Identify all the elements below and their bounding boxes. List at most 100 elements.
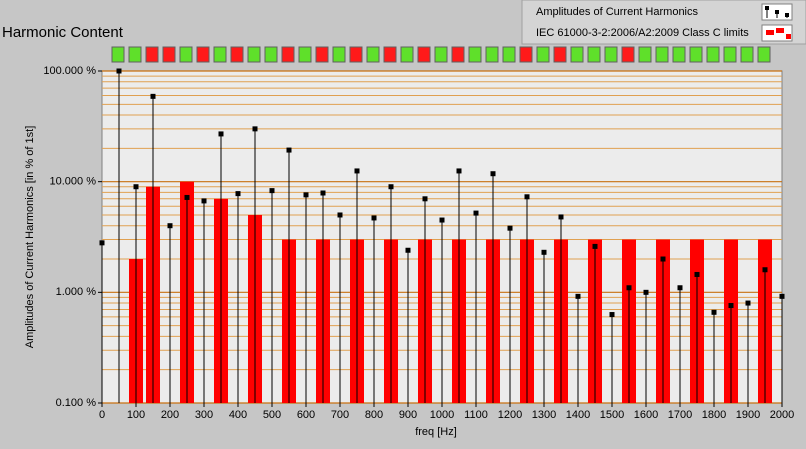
indicator (655, 46, 669, 63)
indicator (349, 46, 363, 63)
indicator (672, 46, 686, 63)
indicator (638, 46, 652, 63)
indicator (536, 46, 550, 63)
legend-swatch (775, 10, 779, 14)
stem-marker (218, 131, 224, 137)
indicator (502, 46, 516, 63)
y-tick-label: 100.000 % (43, 65, 96, 77)
stem-marker (116, 68, 122, 74)
stem-marker (303, 192, 309, 198)
stem-marker (728, 303, 734, 309)
x-tick-label: 600 (297, 409, 315, 421)
stem-marker (235, 191, 241, 197)
stem-marker (184, 194, 190, 200)
indicator (417, 46, 431, 63)
indicator (400, 46, 414, 63)
x-tick-label: 100 (127, 409, 145, 421)
stem-marker (558, 214, 564, 220)
x-tick-label: 1100 (464, 409, 488, 421)
stem-marker (660, 256, 666, 262)
y-tick-label: 1.000 % (56, 286, 97, 298)
stem-marker (541, 249, 547, 255)
x-tick-label: 1500 (600, 409, 624, 421)
stem-marker (677, 285, 683, 291)
x-tick-label: 1600 (634, 409, 658, 421)
stem-marker (405, 247, 411, 253)
indicator (145, 46, 159, 63)
stem-marker (422, 196, 428, 202)
indicator (264, 46, 278, 63)
stem-marker (167, 223, 173, 229)
x-tick-label: 300 (195, 409, 213, 421)
x-tick-label: 2000 (770, 409, 794, 421)
indicator (706, 46, 720, 63)
indicator (485, 46, 499, 63)
indicator (604, 46, 618, 63)
x-tick-label: 1000 (430, 409, 454, 421)
chart-title: Harmonic Content (2, 24, 124, 41)
x-axis-label: freq [Hz] (415, 426, 457, 438)
indicator (468, 46, 482, 63)
indicator (587, 46, 601, 63)
indicator (230, 46, 244, 63)
indicator (247, 46, 261, 63)
stem-marker (745, 300, 751, 306)
indicator (451, 46, 465, 63)
x-tick-label: 0 (99, 409, 105, 421)
stem-marker (626, 285, 632, 291)
x-tick-label: 900 (399, 409, 417, 421)
indicator (383, 46, 397, 63)
indicator (111, 46, 125, 63)
indicator (723, 46, 737, 63)
legend-swatch (766, 30, 774, 35)
stem-marker (354, 168, 360, 174)
x-tick-label: 400 (229, 409, 247, 421)
x-tick-label: 1800 (702, 409, 726, 421)
stem-marker (150, 93, 156, 99)
x-tick-label: 1700 (668, 409, 692, 421)
stem-marker (473, 210, 479, 216)
indicator (332, 46, 346, 63)
legend-swatch (786, 34, 791, 39)
stem-marker (490, 171, 496, 177)
stem-marker (337, 212, 343, 218)
indicator (519, 46, 533, 63)
indicator (740, 46, 754, 63)
stem-marker (643, 289, 649, 295)
legend-label: IEC 61000-3-2:2006/A2:2009 Class C limit… (536, 27, 749, 39)
indicator (434, 46, 448, 63)
indicator (281, 46, 295, 63)
stem-marker (779, 293, 785, 299)
stem-marker (439, 217, 445, 223)
stem-marker (711, 309, 717, 315)
x-tick-label: 1400 (566, 409, 590, 421)
indicator (196, 46, 210, 63)
indicator (570, 46, 584, 63)
stem-marker (388, 184, 394, 190)
indicator (689, 46, 703, 63)
x-tick-label: 200 (161, 409, 179, 421)
indicator (179, 46, 193, 63)
indicator (757, 46, 771, 63)
legend-label: Amplitudes of Current Harmonics (536, 6, 699, 18)
x-tick-label: 1200 (498, 409, 522, 421)
stem-marker (694, 271, 700, 277)
legend (521, 0, 806, 45)
stem-marker (286, 147, 292, 153)
stem-marker (371, 215, 377, 221)
stem-marker (575, 293, 581, 299)
stem-marker (524, 194, 530, 200)
indicator (621, 46, 635, 63)
indicator (128, 46, 142, 63)
indicator (162, 46, 176, 63)
indicator (553, 46, 567, 63)
legend-swatch (765, 6, 769, 10)
stem-marker (201, 198, 207, 204)
stem-marker (320, 190, 326, 196)
stem-marker (99, 240, 105, 246)
x-tick-label: 1900 (736, 409, 760, 421)
x-tick-label: 800 (365, 409, 383, 421)
indicator (315, 46, 329, 63)
stem-marker (269, 188, 275, 194)
stem-marker (456, 168, 462, 174)
